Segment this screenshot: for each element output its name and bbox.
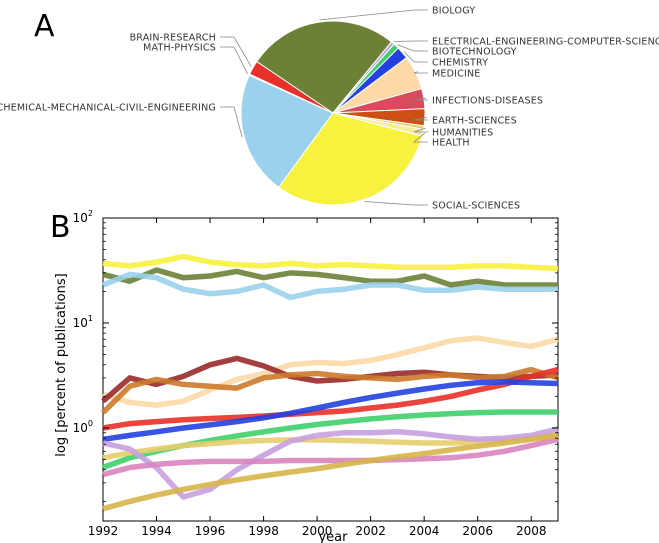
leader-line-infections-diseases [413, 97, 428, 101]
series-line-1 [102, 253, 559, 272]
pie-slice-brain-research [248, 60, 334, 114]
panel-b-letter: B [50, 210, 71, 245]
x-tick-label: 2008 [516, 524, 547, 538]
series-line-3 [101, 271, 558, 301]
series-line-6 [101, 366, 559, 415]
line-chart: 1992 1994 1996 1998 2000 2002 2004 2006 2008 100… [54, 209, 559, 543]
pie-chart [240, 20, 426, 206]
x-tick-label: 1996 [195, 524, 226, 538]
pie-label-math-physics: MATH-PHYSICS [143, 42, 216, 53]
pie-slice-biology [256, 20, 393, 114]
y-axis-title: log [percent of publications] [54, 273, 69, 456]
leader-line-electrical-engineering-computer-science [393, 40, 428, 42]
x-tick-label: 1994 [141, 524, 172, 538]
leader-line-chemistry [403, 51, 428, 63]
series-line-12 [102, 436, 559, 478]
y-axis-ticks: 100 101 102 [73, 209, 558, 502]
y-tick-label: 101 [73, 314, 93, 330]
pie-label-humanities: HUMANITIES [432, 127, 493, 138]
pie-label-earth-sciences: EARTH-SCIENCES [432, 115, 517, 126]
leader-line-earth-sciences [413, 117, 428, 121]
series-lines [101, 253, 559, 512]
x-tick-label: 2002 [355, 524, 386, 538]
pie-label-biology: BIOLOGY [432, 5, 475, 16]
leader-line-social-sciences [364, 201, 428, 206]
leader-line-math-physics [220, 46, 248, 74]
pie-label-brain-research: BRAIN-RESEARCH [130, 32, 216, 43]
pie-label-chemistry: CHEMISTRY [432, 57, 488, 68]
pie-label-infections-diseases: INFECTIONS-DISEASES [432, 95, 543, 106]
pie-labels: BIOLOGY ELECTRICAL-ENGINEERING-COMPUTER-S… [0, 5, 659, 211]
series-line-7 [102, 366, 559, 431]
pie-label-biotechnology: BIOTECHNOLOGY [432, 46, 517, 57]
pie-label-electrical-engineering-computer-science: ELECTRICAL-ENGINEERING-COMPUTER-SCIENCE [432, 36, 659, 47]
x-tick-label: 1998 [248, 524, 279, 538]
leader-line-medicine [413, 71, 428, 74]
leader-line-humanities [413, 127, 428, 133]
x-axis-ticks: 1992 1994 1996 1998 2000 2002 2004 2006 2008 [88, 218, 547, 538]
leader-line-brain-research [220, 36, 252, 67]
pie-label-medicine: MEDICINE [432, 68, 480, 79]
series-line-2 [102, 267, 558, 288]
y-tick-label: 102 [73, 209, 93, 225]
y-tick-label: 100 [73, 419, 93, 435]
leader-line-biotechnology [397, 44, 428, 52]
series-line-4 [102, 335, 559, 408]
leader-line-health [412, 132, 428, 143]
plot-frame [102, 217, 559, 522]
pie-slice-chemical-mechanical-civil-engineering [240, 74, 334, 188]
x-tick-label: 2000 [302, 524, 333, 538]
series-line-8 [102, 379, 559, 443]
leader-line-chemical-mechanical-civil-engineering [220, 106, 243, 138]
leader-line-biology [319, 9, 428, 21]
x-tick-label: 2006 [462, 524, 493, 538]
series-line-13 [102, 432, 559, 512]
x-tick-label: 1992 [88, 524, 119, 538]
pie-label-chemical-mechanical-civil-engineering: CHEMICAL-MECHANICAL-CIVIL-ENGINEERING [0, 102, 216, 113]
pie-label-social-sciences: SOCIAL-SCIENCES [432, 200, 520, 211]
x-tick-label: 2004 [409, 524, 440, 538]
panel-a-letter: A [34, 9, 55, 44]
pie-slice-social-sciences [278, 112, 423, 206]
x-axis-title: year [318, 530, 348, 543]
pie-label-health: HEALTH [432, 137, 470, 148]
